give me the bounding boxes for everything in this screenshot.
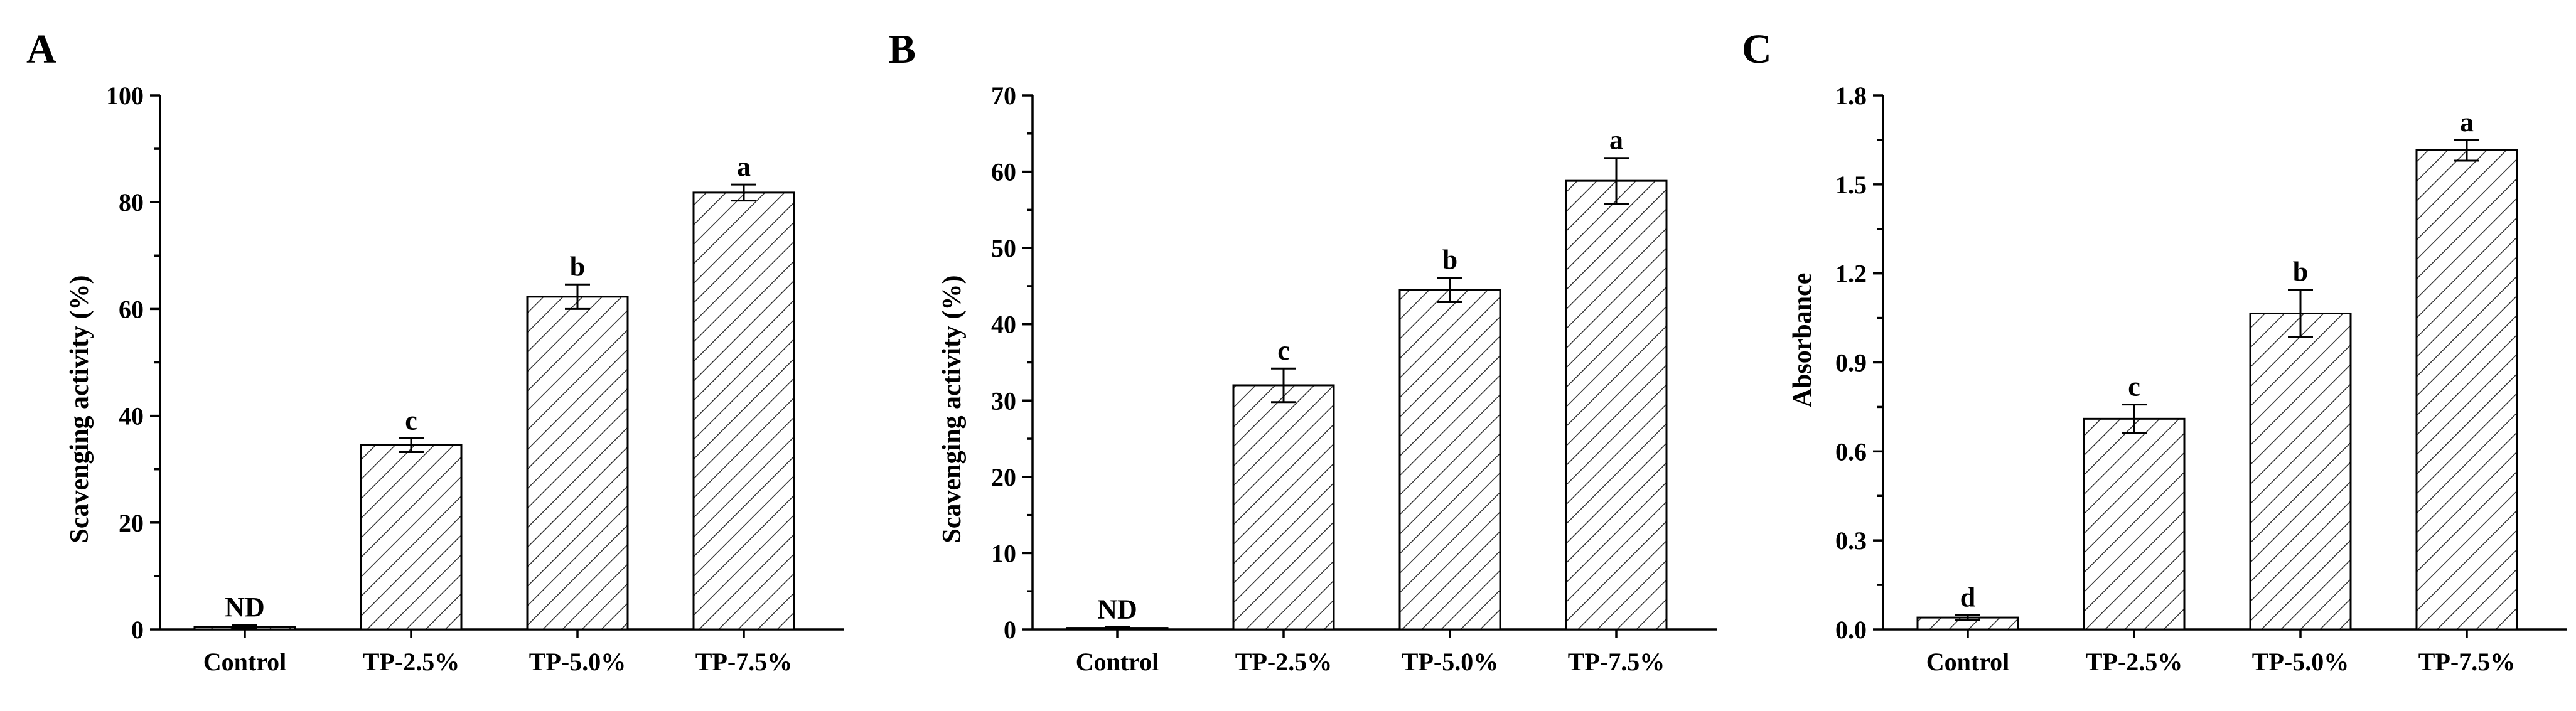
significance-label: a <box>1609 125 1623 156</box>
category-label: TP-5.0% <box>2252 648 2349 676</box>
y-tick-label: 0 <box>131 616 144 644</box>
plot-area: 0 10 20 30 40 50 60 70 ND Control c TP-2.5% b TP-5.0%… <box>991 82 1717 676</box>
y-tick-label: 50 <box>991 234 1016 262</box>
plot-area: 0 20 40 60 80 100 ND Control c TP-2.5% b TP-5.0% a TP… <box>106 82 844 676</box>
category-label: TP-2.5% <box>363 648 459 676</box>
y-axis-title: Absorbance <box>1788 273 1817 408</box>
y-tick-label: 1.2 <box>1835 260 1867 288</box>
category-label: TP-7.5% <box>695 648 792 676</box>
y-tick-label: 0.0 <box>1835 616 1867 644</box>
category-label: TP-7.5% <box>2418 648 2515 676</box>
category-label: TP-2.5% <box>2086 648 2182 676</box>
y-tick-label: 1.8 <box>1835 82 1867 110</box>
bar <box>2249 312 2352 631</box>
significance-label: c <box>1277 335 1290 366</box>
significance-label: ND <box>1097 594 1137 624</box>
panel-label: C <box>1742 26 1772 72</box>
significance-label: a <box>737 151 751 182</box>
category-label: TP-7.5% <box>1568 648 1665 676</box>
category-label: TP-5.0% <box>529 648 626 676</box>
significance-label: c <box>405 405 417 436</box>
y-tick-label: 0.6 <box>1835 437 1867 466</box>
significance-label: b <box>570 251 585 282</box>
y-tick-label: 40 <box>991 311 1016 339</box>
bar <box>1398 289 1501 631</box>
y-tick-label: 10 <box>991 539 1016 567</box>
bar <box>360 444 463 631</box>
y-tick-label: 100 <box>106 82 144 110</box>
y-tick-label: 0 <box>1004 616 1016 644</box>
y-axis-title: Scavenging activity (%) <box>938 275 967 543</box>
category-label: TP-5.0% <box>1402 648 1498 676</box>
y-tick-label: 40 <box>119 402 144 430</box>
bar <box>2083 417 2186 631</box>
bar <box>1565 179 1668 631</box>
significance-label: a <box>2460 107 2474 137</box>
panel-c: C Absorbance 0.0 0.3 0.6 0.9 1.2 1.5 1.8 d Contr… <box>1742 26 2567 676</box>
y-tick-label: 20 <box>119 509 144 537</box>
panel-a: A Scavenging activity (%) 0 20 40 60 80 100 ND… <box>26 26 844 676</box>
y-tick-label: 0.9 <box>1835 349 1867 377</box>
category-label: Control <box>1076 648 1159 676</box>
y-tick-label: 1.5 <box>1835 171 1867 199</box>
category-label: TP-2.5% <box>1235 648 1332 676</box>
category-label: Control <box>1926 648 2010 676</box>
plot-area: 0.0 0.3 0.6 0.9 1.2 1.5 1.8 d Control c TP-2.5% b TP… <box>1835 82 2567 676</box>
significance-label: b <box>1442 245 1457 275</box>
y-tick-label: 80 <box>119 188 144 217</box>
bar <box>1232 384 1335 631</box>
panel-label: B <box>888 26 916 72</box>
significance-label: c <box>2128 372 2140 402</box>
bar <box>2415 149 2518 631</box>
significance-label: d <box>1960 582 1975 612</box>
significance-label: b <box>2293 257 2308 287</box>
y-tick-label: 20 <box>991 463 1016 491</box>
panel-label: A <box>26 26 56 72</box>
significance-label: ND <box>225 592 265 623</box>
y-tick-label: 70 <box>991 82 1016 110</box>
y-tick-label: 0.3 <box>1835 527 1867 555</box>
bar <box>692 191 795 631</box>
y-tick-label: 60 <box>119 295 144 323</box>
y-tick-label: 60 <box>991 158 1016 186</box>
y-axis-title: Scavenging activity (%) <box>65 275 94 543</box>
bar <box>526 296 629 631</box>
panel-b: B Scavenging activity (%) 0 10 20 30 40 50 60 7… <box>888 26 1717 676</box>
category-label: Control <box>203 648 287 676</box>
y-tick-label: 30 <box>991 387 1016 415</box>
